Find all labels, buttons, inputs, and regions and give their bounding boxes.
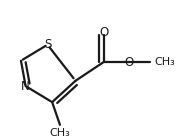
Text: O: O bbox=[124, 56, 133, 69]
Text: O: O bbox=[99, 26, 108, 39]
Text: CH₃: CH₃ bbox=[154, 57, 175, 67]
Text: CH₃: CH₃ bbox=[50, 128, 70, 138]
Text: N: N bbox=[21, 80, 30, 93]
Text: S: S bbox=[44, 38, 51, 51]
